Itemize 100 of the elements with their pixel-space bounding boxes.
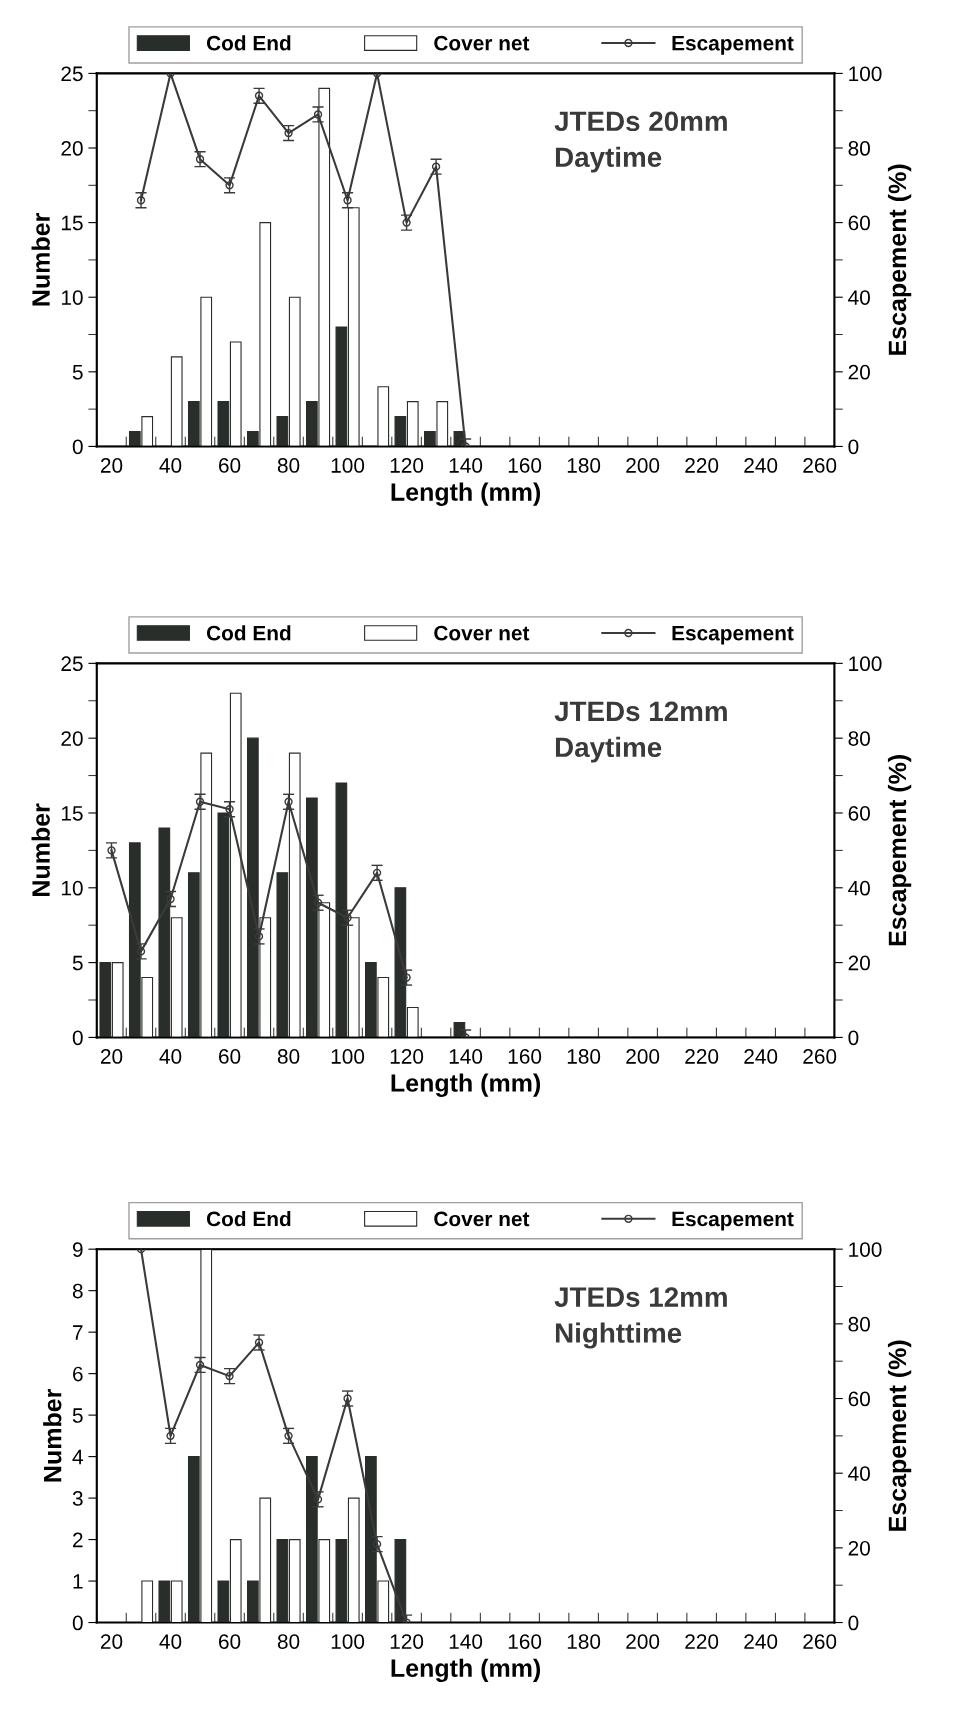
y2-tick-label: 100 bbox=[849, 66, 882, 82]
x-tick-label: 220 bbox=[685, 1049, 719, 1064]
y-tick-label: 25 bbox=[61, 66, 83, 82]
x-tick-label: 40 bbox=[159, 1634, 182, 1649]
x-tick-label: 180 bbox=[567, 458, 601, 473]
y-tick-label: 9 bbox=[72, 1242, 83, 1257]
x-tick-label: 80 bbox=[277, 458, 300, 473]
x-tick-label: 260 bbox=[803, 458, 837, 473]
legend-label: Cod End bbox=[206, 1211, 291, 1227]
x-tick-label: 200 bbox=[626, 458, 660, 473]
legend-label: Cover net bbox=[434, 625, 530, 641]
y2-axis-title: Escapement (%) bbox=[887, 164, 912, 355]
legend-label: Escapement bbox=[672, 1211, 794, 1231]
y2-axis-title: Escapement (%) bbox=[887, 1340, 912, 1531]
x-tick-label: 180 bbox=[567, 1634, 601, 1649]
y-tick-label: 2 bbox=[73, 1532, 83, 1548]
y-tick-label: 4 bbox=[72, 1449, 83, 1465]
y-tick-label: 3 bbox=[72, 1491, 83, 1506]
annotation: JTEDs 12mm Nighttime bbox=[554, 1287, 727, 1349]
x-tick-label: 40 bbox=[159, 458, 182, 473]
x-tick-label: 20 bbox=[100, 1634, 123, 1649]
y-tick-label: 0 bbox=[72, 1615, 83, 1631]
y-axis-title: Number bbox=[43, 1389, 62, 1482]
y-tick-label: 7 bbox=[73, 1325, 83, 1340]
x-tick-label: 100 bbox=[331, 1634, 365, 1649]
y-tick-label: 10 bbox=[61, 880, 83, 896]
annotation: JTEDs 12mm Daytime bbox=[554, 701, 727, 763]
annotation: JTEDs 20mm Daytime bbox=[554, 111, 727, 173]
y2-tick-label: 20 bbox=[848, 955, 870, 971]
x-tick-label: 60 bbox=[219, 1634, 241, 1649]
x-tick-label: 120 bbox=[390, 458, 424, 473]
x-tick-label: 80 bbox=[277, 1049, 300, 1064]
x-tick-label: 60 bbox=[219, 458, 241, 473]
y2-tick-label: 20 bbox=[848, 364, 870, 380]
x-tick-label: 40 bbox=[159, 1049, 182, 1064]
y-tick-label: 0 bbox=[72, 439, 83, 455]
y-tick-label: 15 bbox=[61, 806, 83, 821]
y-tick-label: 5 bbox=[72, 1408, 83, 1423]
y-tick-label: 20 bbox=[61, 731, 83, 746]
y-tick-label: 20 bbox=[61, 141, 83, 156]
legend-label: Cover net bbox=[434, 35, 530, 51]
y-tick-label: 5 bbox=[72, 955, 83, 971]
y2-tick-label: 60 bbox=[848, 215, 870, 231]
y-tick-label: 8 bbox=[72, 1283, 83, 1299]
x-tick-label: 240 bbox=[744, 1634, 778, 1649]
x-tick-label: 120 bbox=[390, 1049, 424, 1064]
y-axis-title: Number bbox=[31, 803, 50, 896]
y-tick-label: 6 bbox=[73, 1366, 83, 1382]
y-tick-label: 5 bbox=[72, 365, 83, 380]
y2-tick-label: 0 bbox=[848, 439, 859, 455]
x-tick-label: 260 bbox=[803, 1634, 837, 1649]
x-tick-label: 240 bbox=[744, 1049, 778, 1064]
x-tick-label: 100 bbox=[331, 1049, 365, 1064]
y2-tick-label: 80 bbox=[848, 1316, 870, 1332]
legend-label: Cod End bbox=[206, 35, 291, 51]
y2-tick-label: 80 bbox=[848, 731, 870, 746]
y2-tick-label: 60 bbox=[848, 805, 870, 821]
x-tick-label: 20 bbox=[100, 1049, 123, 1064]
y2-tick-label: 20 bbox=[848, 1540, 870, 1556]
y-tick-label: 1 bbox=[73, 1574, 83, 1589]
x-tick-label: 140 bbox=[449, 1049, 483, 1064]
legend-label: Cod End bbox=[206, 625, 291, 641]
x-tick-label: 160 bbox=[508, 1049, 542, 1064]
x-tick-label: 200 bbox=[626, 1049, 660, 1064]
x-axis-title: Length (mm) bbox=[391, 482, 541, 506]
x-tick-label: 240 bbox=[744, 458, 778, 473]
y2-tick-label: 40 bbox=[848, 880, 870, 896]
x-tick-label: 260 bbox=[803, 1049, 837, 1064]
y-tick-label: 25 bbox=[61, 656, 83, 672]
x-tick-label: 100 bbox=[331, 458, 365, 473]
y2-axis-title: Escapement (%) bbox=[887, 755, 912, 946]
x-tick-label: 120 bbox=[390, 1634, 424, 1649]
x-tick-label: 80 bbox=[277, 1634, 300, 1649]
y-tick-label: 0 bbox=[72, 1030, 83, 1046]
x-tick-label: 180 bbox=[567, 1049, 601, 1064]
x-tick-label: 160 bbox=[508, 1634, 542, 1649]
x-tick-label: 160 bbox=[508, 458, 542, 473]
legend-label: Cover net bbox=[434, 1211, 530, 1227]
x-tick-label: 220 bbox=[685, 1634, 719, 1649]
legend-label: Escapement bbox=[672, 35, 794, 55]
y-tick-label: 15 bbox=[61, 215, 83, 231]
x-tick-label: 200 bbox=[626, 1634, 660, 1649]
x-tick-label: 60 bbox=[219, 1049, 241, 1064]
legend-label: Escapement bbox=[672, 625, 794, 645]
x-tick-label: 140 bbox=[449, 1634, 483, 1649]
y2-tick-label: 40 bbox=[848, 1466, 870, 1481]
y2-tick-label: 100 bbox=[849, 656, 882, 672]
y2-tick-label: 60 bbox=[848, 1391, 870, 1407]
x-axis-title: Length (mm) bbox=[391, 1658, 541, 1683]
y-tick-label: 10 bbox=[61, 290, 83, 305]
x-tick-label: 20 bbox=[100, 458, 123, 473]
y2-tick-label: 40 bbox=[848, 290, 870, 305]
y2-tick-label: 80 bbox=[848, 141, 870, 156]
y2-tick-label: 0 bbox=[848, 1030, 859, 1046]
y2-tick-label: 0 bbox=[848, 1615, 859, 1631]
y-axis-title: Number bbox=[31, 213, 50, 306]
y2-tick-label: 100 bbox=[849, 1242, 882, 1257]
x-tick-label: 220 bbox=[685, 458, 719, 473]
x-tick-label: 140 bbox=[449, 458, 483, 473]
x-axis-title: Length (mm) bbox=[391, 1073, 541, 1097]
